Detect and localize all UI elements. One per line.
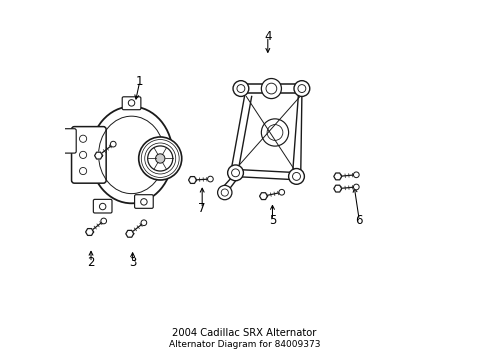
Circle shape: [141, 220, 146, 226]
Polygon shape: [333, 173, 341, 180]
Circle shape: [147, 146, 172, 171]
FancyBboxPatch shape: [71, 127, 106, 183]
Polygon shape: [94, 152, 102, 159]
Text: 3: 3: [129, 256, 136, 269]
Text: 6: 6: [355, 214, 362, 227]
Text: Alternator Diagram for 84009373: Alternator Diagram for 84009373: [168, 341, 320, 350]
Text: 2: 2: [87, 256, 95, 269]
Circle shape: [207, 176, 213, 182]
Ellipse shape: [90, 107, 172, 203]
FancyBboxPatch shape: [93, 199, 112, 213]
Text: 2004 Cadillac SRX Alternator: 2004 Cadillac SRX Alternator: [172, 328, 316, 338]
FancyBboxPatch shape: [59, 129, 76, 153]
Polygon shape: [125, 230, 133, 237]
Polygon shape: [333, 185, 341, 192]
Circle shape: [278, 189, 284, 195]
Circle shape: [293, 81, 309, 96]
Circle shape: [110, 141, 116, 147]
Circle shape: [101, 218, 106, 224]
FancyBboxPatch shape: [134, 195, 153, 208]
Circle shape: [227, 165, 243, 181]
Text: 4: 4: [264, 30, 271, 43]
Text: 1: 1: [136, 75, 143, 88]
FancyBboxPatch shape: [43, 132, 53, 145]
FancyBboxPatch shape: [122, 97, 141, 110]
Polygon shape: [188, 177, 196, 183]
Circle shape: [233, 81, 248, 96]
Text: 5: 5: [268, 214, 276, 227]
Text: 7: 7: [198, 202, 205, 215]
Circle shape: [155, 154, 164, 163]
Circle shape: [353, 172, 358, 177]
Circle shape: [288, 168, 304, 184]
Polygon shape: [85, 229, 93, 235]
Polygon shape: [259, 193, 267, 199]
Circle shape: [353, 184, 358, 190]
Circle shape: [261, 78, 281, 99]
Circle shape: [139, 137, 182, 180]
Circle shape: [217, 185, 231, 200]
